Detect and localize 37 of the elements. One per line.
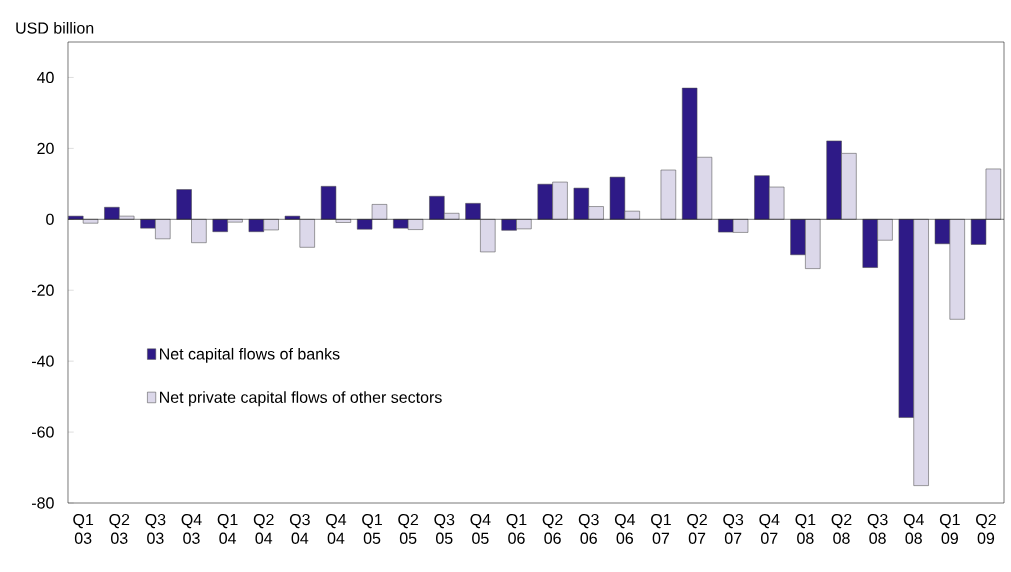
bar bbox=[660, 169, 677, 220]
x-tick-label: Q4 05 bbox=[470, 513, 491, 544]
y-tick-label: -80 bbox=[31, 497, 54, 509]
x-tick-label: Q4 06 bbox=[614, 513, 636, 544]
x-tick-label: Q4 03 bbox=[181, 513, 202, 544]
x-tick-label: Q4 07 bbox=[759, 513, 780, 544]
legend-label: Net capital flows of banks bbox=[160, 347, 340, 363]
x-tick-label: Q2 05 bbox=[398, 513, 419, 544]
x-tick-label: Q2 07 bbox=[687, 513, 707, 544]
x-tick-label: Q2 06 bbox=[542, 513, 563, 544]
y-axis-title: USD billion bbox=[16, 21, 94, 34]
x-tick-label: Q3 07 bbox=[723, 513, 744, 544]
x-tick-label: Q1 05 bbox=[362, 513, 382, 544]
x-tick-label: Q2 09 bbox=[976, 513, 996, 544]
x-tick-label: Q1 03 bbox=[73, 513, 94, 544]
x-tick-label: Q3 03 bbox=[145, 513, 166, 544]
x-tick-label: Q2 08 bbox=[831, 513, 852, 544]
x-tick-label: Q1 06 bbox=[506, 513, 527, 544]
x-tick-label: Q3 08 bbox=[867, 513, 888, 544]
x-tick-label: Q1 08 bbox=[795, 513, 816, 544]
x-tick-label: Q2 04 bbox=[253, 513, 274, 544]
y-tick-label: -40 bbox=[31, 355, 54, 367]
x-tick-label: Q1 04 bbox=[217, 513, 238, 544]
x-tick-label: Q1 09 bbox=[939, 513, 960, 544]
y-tick-label: 40 bbox=[36, 71, 54, 84]
y-tick-label: 0 bbox=[46, 213, 54, 225]
y-tick-label: 20 bbox=[37, 142, 54, 155]
x-tick-label: Q4 08 bbox=[903, 513, 924, 544]
y-tick-label: -20 bbox=[31, 284, 54, 296]
y-tick-label: -60 bbox=[31, 426, 54, 438]
x-tick-label: Q4 04 bbox=[326, 513, 347, 544]
x-tick-label: Q1 07 bbox=[651, 513, 671, 544]
x-tick-label: Q3 05 bbox=[434, 513, 455, 544]
x-tick-label: Q3 06 bbox=[578, 513, 599, 544]
legend-label: Net private capital flows of other sectors bbox=[160, 391, 442, 407]
x-tick-label: Q3 04 bbox=[289, 513, 310, 544]
x-tick-label: Q2 03 bbox=[109, 513, 130, 544]
